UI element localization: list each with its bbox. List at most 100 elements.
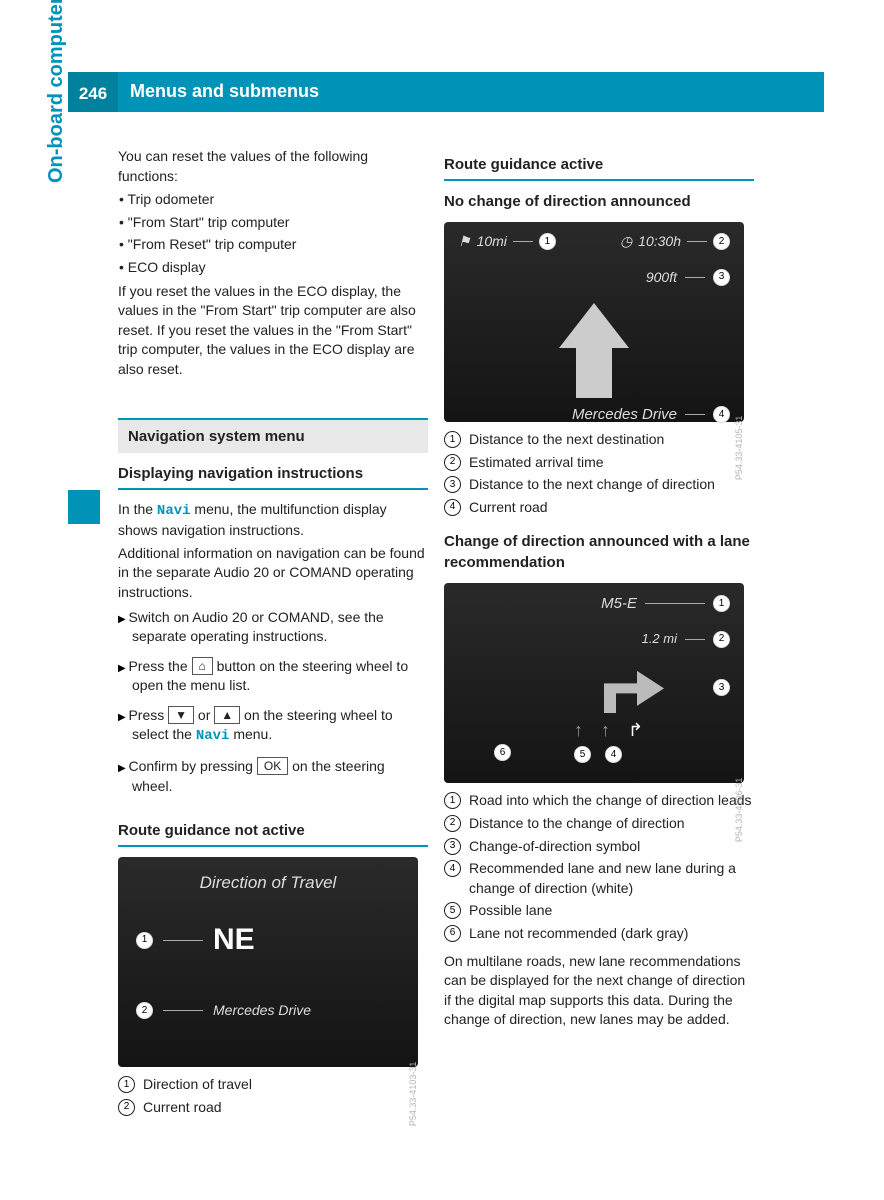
text: or (194, 707, 214, 723)
text: Press (128, 707, 168, 723)
text: In the (118, 501, 157, 517)
callout-1-icon: 1 (713, 595, 730, 612)
callout-2-icon: 2 (713, 631, 730, 648)
legend-text: Change-of-direction symbol (469, 837, 640, 857)
callout-2-icon: 2 (136, 1002, 153, 1019)
display-title: Direction of Travel (136, 871, 400, 895)
step-item: Confirm by pressing OK on the steering w… (132, 757, 428, 796)
legend-text: Recommended lane and new lane during a c… (469, 859, 754, 898)
nav-p1: In the Navi menu, the multifunction disp… (118, 500, 428, 541)
legend-text: Estimated arrival time (469, 453, 604, 473)
leader-line (645, 603, 705, 604)
ok-button-icon: OK (257, 757, 288, 775)
step-item: Switch on Audio 20 or COMAND, see the se… (132, 608, 428, 647)
legend-marker-icon: 2 (118, 1099, 135, 1116)
legend-marker-icon: 4 (444, 860, 461, 877)
legend-marker-icon: 1 (444, 431, 461, 448)
legend-marker-icon: 4 (444, 499, 461, 516)
legend-text: Direction of travel (143, 1075, 252, 1095)
callout-6-icon: 6 (494, 744, 511, 761)
turn-arrow-icon (604, 663, 664, 713)
d3-legend: 1Road into which the change of direction… (444, 791, 754, 943)
step-item: Press the ⌂ button on the steering wheel… (132, 657, 428, 696)
rg-inactive-heading: Route guidance not active (118, 820, 428, 847)
legend-marker-icon: 6 (444, 925, 461, 942)
callout-1-icon: 1 (539, 233, 556, 250)
clock-icon: ◷ (620, 232, 632, 252)
home-button-icon: ⌂ (192, 657, 213, 675)
lane-right-icon: ↱ (628, 718, 643, 743)
road-label: Mercedes Drive (213, 1001, 311, 1021)
rg-active-heading: Route guidance active (444, 154, 754, 181)
d2-legend: 1Distance to the next destination 2Estim… (444, 430, 754, 517)
nextdist-value: 900ft (646, 268, 677, 288)
road-label: Mercedes Drive (572, 404, 677, 425)
legend-text: Current road (469, 498, 548, 518)
leader-line (163, 940, 203, 941)
leader-line (685, 414, 705, 415)
legend-marker-icon: 2 (444, 454, 461, 471)
legend-marker-icon: 5 (444, 902, 461, 919)
reset-note: If you reset the values in the ECO displ… (118, 282, 428, 380)
step-item: Press ▼ or ▲ on the steering wheel to se… (132, 706, 428, 747)
nav-section-title: Navigation system menu (118, 418, 428, 453)
leader-line (685, 639, 705, 640)
text: menu. (229, 726, 272, 742)
legend-text: Road into which the change of direction … (469, 791, 752, 811)
side-tab-block (68, 490, 100, 524)
navi-link: Navi (196, 728, 230, 744)
dist-value: 10mi (477, 232, 507, 252)
nav-steps: Switch on Audio 20 or COMAND, see the se… (118, 608, 428, 797)
figure-code: P54.33-4106-31 (733, 777, 746, 842)
legend-marker-icon: 3 (444, 476, 461, 493)
legend-marker-icon: 1 (118, 1076, 135, 1093)
display-straight: ⚑10mi1 ◷10:30h2 900ft3 Mercedes Drive4 P… (444, 222, 744, 422)
nochange-heading: No change of direction announced (444, 191, 754, 212)
legend-text: Lane not recommended (dark gray) (469, 924, 688, 944)
down-arrow-icon: ▼ (168, 706, 194, 724)
right-column: Route guidance active No change of direc… (444, 144, 754, 1033)
leader-line (513, 241, 533, 242)
list-item: "From Reset" trip computer (132, 235, 428, 255)
leader-line (163, 1010, 203, 1011)
display-compass: Direction of Travel 1 NE 2 Mercedes Driv… (118, 857, 418, 1067)
road-label: M5-E (601, 593, 637, 614)
lane-up-icon: ↑ (601, 718, 610, 743)
list-item: Trip odometer (132, 190, 428, 210)
nav-p2: Additional information on navigation can… (118, 544, 428, 603)
page-number: 246 (68, 72, 118, 112)
page-title: Menus and submenus (118, 79, 319, 104)
nav-subheading: Displaying navigation instructions (118, 463, 428, 490)
callout-3-icon: 3 (713, 269, 730, 286)
callout-5-icon: 5 (574, 746, 591, 763)
d1-legend: 1 Direction of travel 2 Current road (118, 1075, 428, 1117)
callout-2-icon: 2 (713, 233, 730, 250)
compass-value: NE (213, 919, 255, 961)
closing-text: On multilane roads, new lane recommendat… (444, 952, 754, 1030)
legend-marker-icon: 2 (444, 815, 461, 832)
callout-3-icon: 3 (713, 679, 730, 696)
callout-4-icon: 4 (605, 746, 622, 763)
dist-value: 1.2 mi (642, 630, 677, 648)
page-header: 246 Menus and submenus (68, 72, 824, 112)
callout-1-icon: 1 (136, 932, 153, 949)
navi-link: Navi (157, 503, 191, 519)
up-arrow-icon: ▲ (214, 706, 240, 724)
time-value: 10:30h (638, 232, 681, 252)
side-tab-label: On-board computer and displays (42, 0, 70, 183)
leader-line (685, 277, 705, 278)
reset-list: Trip odometer "From Start" trip computer… (118, 190, 428, 277)
figure-code: P54.33-4103-31 (407, 1061, 420, 1126)
legend-marker-icon: 3 (444, 838, 461, 855)
legend-text: Current road (143, 1098, 222, 1118)
list-item: "From Start" trip computer (132, 213, 428, 233)
callout-4-icon: 4 (713, 406, 730, 423)
straight-arrow-icon (559, 303, 629, 348)
leader-line (687, 241, 707, 242)
list-item: ECO display (132, 258, 428, 278)
legend-text: Possible lane (469, 901, 552, 921)
lane-icons: ↑↑↱ (574, 718, 643, 743)
text: Press the (128, 658, 191, 674)
figure-code: P54.33-4105-31 (733, 416, 746, 481)
legend-text: Distance to the change of direction (469, 814, 685, 834)
